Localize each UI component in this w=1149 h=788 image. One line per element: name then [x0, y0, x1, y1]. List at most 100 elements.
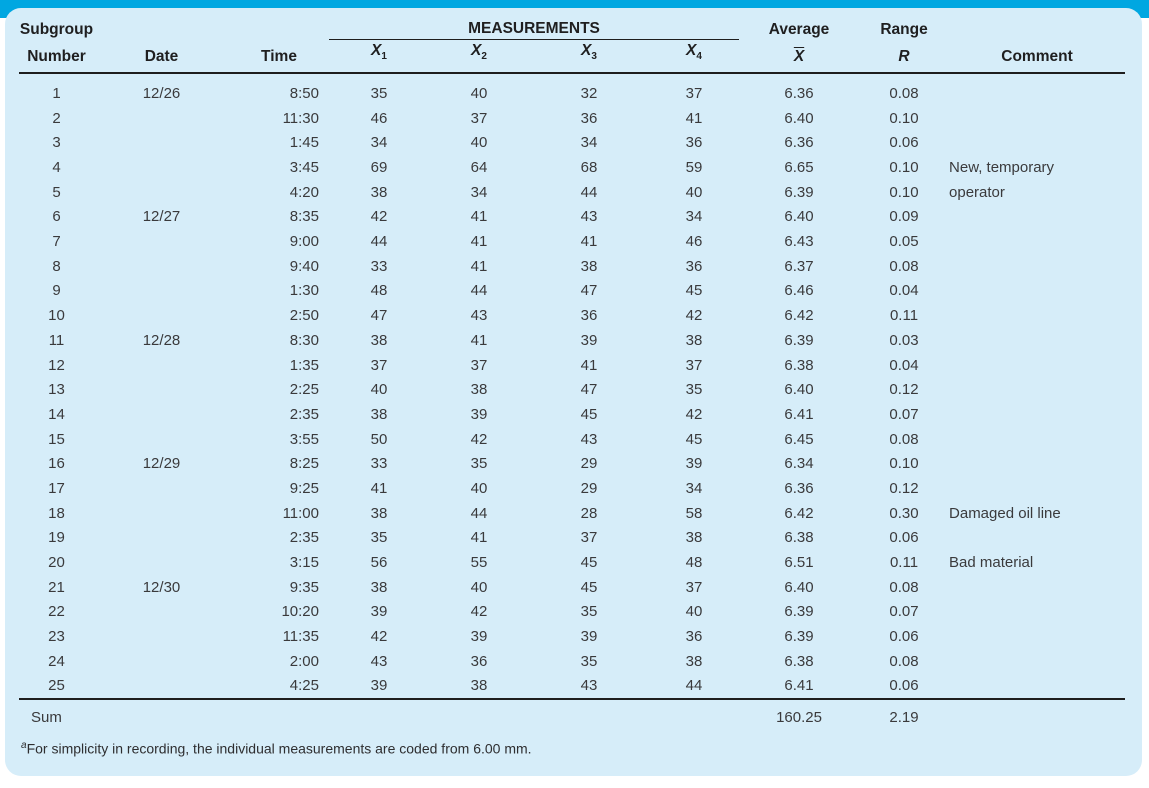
header-comment: Comment — [949, 39, 1126, 75]
cell-average: 6.36 — [784, 134, 814, 152]
cell-subgroup-number: 4 — [52, 159, 61, 176]
cell-x3: 36 — [580, 109, 598, 127]
cell-x4: 36 — [685, 134, 703, 152]
cell-time: 3:15 — [289, 554, 319, 571]
cell-x3: 34 — [580, 134, 598, 152]
table-row: 13 2:25 40 38 47 35 6.40 0.12 — [19, 377, 1125, 402]
cell-x2: 41 — [470, 331, 488, 349]
cell-subgroup-number: 22 — [48, 603, 65, 621]
cell-subgroup-number: 1 — [52, 84, 61, 102]
cell-range: 0.06 — [889, 529, 919, 547]
cell-range: 0.08 — [889, 430, 919, 448]
cell-range: 0.08 — [889, 257, 919, 275]
cell-x4: 34 — [685, 208, 703, 226]
cell-subgroup-number: 20 — [48, 554, 65, 571]
cell-x4: 45 — [685, 430, 703, 448]
cell-date: 12/28 — [142, 331, 181, 349]
cell-x4: 38 — [685, 331, 703, 349]
table-row: 9 1:30 48 44 47 45 6.46 0.04 — [19, 279, 1125, 304]
cell-comment — [949, 353, 1125, 378]
cell-range: 0.08 — [889, 652, 919, 670]
cell-x2: 44 — [470, 504, 488, 522]
cell-x3: 39 — [580, 628, 598, 646]
cell-x4: 44 — [685, 677, 703, 695]
cell-x2: 39 — [470, 628, 488, 646]
cell-average: 6.39 — [784, 183, 814, 201]
cell-time: 8:35 — [289, 208, 319, 226]
cell-x4: 41 — [685, 109, 703, 127]
table-row: 22 10:20 39 42 35 40 6.39 0.07 — [19, 600, 1125, 625]
cell-date — [94, 674, 229, 700]
sum-x1-empty — [329, 698, 429, 735]
header-average: Average — [768, 20, 830, 38]
cell-comment — [949, 402, 1125, 427]
cell-x1: 56 — [370, 554, 388, 571]
cell-date — [94, 254, 229, 279]
cell-x2: 37 — [470, 356, 488, 374]
cell-date — [94, 402, 229, 427]
cell-x1: 33 — [370, 257, 388, 275]
cell-average: 6.39 — [784, 628, 814, 646]
cell-x3: 29 — [580, 479, 598, 497]
cell-x2: 37 — [470, 109, 488, 127]
cell-date — [94, 525, 229, 550]
cell-range: 0.11 — [889, 307, 919, 325]
table-row: 24 2:00 43 36 35 38 6.38 0.08 — [19, 649, 1125, 674]
cell-time: 8:25 — [289, 455, 319, 473]
cell-subgroup-number: 25 — [48, 677, 65, 695]
header-comment-spacer — [949, 18, 1125, 40]
header-xbar: X — [739, 39, 860, 75]
table-row: 15 3:55 50 42 43 45 6.45 0.08 — [19, 427, 1125, 452]
cell-range: 0.08 — [889, 84, 919, 102]
cell-x2: 35 — [470, 455, 488, 473]
cell-date: 12/29 — [142, 455, 181, 473]
cell-time: 2:25 — [289, 381, 319, 399]
cell-x3: 39 — [580, 331, 598, 349]
cell-average: 6.45 — [784, 430, 814, 448]
sum-row: Sum 160.25 2.19 — [19, 698, 1126, 735]
cell-x4: 37 — [685, 84, 703, 102]
cell-x4: 58 — [685, 504, 703, 522]
cell-range: 0.08 — [889, 578, 919, 596]
table-body: 1 12/26 8:50 35 40 32 37 6.36 0.08 2 11:… — [19, 73, 1125, 699]
cell-date: 12/30 — [142, 578, 181, 596]
cell-range: 0.07 — [889, 603, 919, 621]
cell-x1: 39 — [370, 603, 388, 621]
cell-x1: 34 — [370, 134, 388, 152]
cell-time: 2:35 — [289, 405, 319, 423]
cell-comment — [949, 624, 1125, 649]
cell-date — [94, 155, 229, 180]
header-subgroup-line1: Subgroup — [19, 20, 94, 38]
cell-subgroup-number: 23 — [48, 628, 65, 646]
cell-average: 6.40 — [784, 208, 814, 226]
cell-x3: 43 — [580, 430, 598, 448]
cell-comment — [949, 328, 1125, 353]
cell-date — [94, 106, 229, 131]
cell-time: 1:45 — [289, 134, 319, 152]
cell-x2: 39 — [470, 405, 488, 423]
cell-comment — [949, 575, 1125, 600]
cell-subgroup-number: 12 — [48, 356, 65, 374]
cell-time: 9:35 — [289, 578, 319, 596]
cell-range: 0.05 — [889, 233, 919, 251]
cell-average: 6.40 — [784, 109, 814, 127]
cell-date — [94, 279, 229, 304]
table-row: 8 9:40 33 41 38 36 6.37 0.08 — [19, 254, 1125, 279]
cell-x3: 47 — [580, 282, 598, 300]
cell-x1: 38 — [370, 331, 388, 349]
cell-x2: 41 — [470, 257, 488, 275]
cell-time: 9:25 — [289, 479, 319, 497]
cell-x2: 38 — [470, 381, 488, 399]
cell-time: 2:50 — [289, 307, 319, 325]
cell-date — [94, 303, 229, 328]
table-row: 1 12/26 8:50 35 40 32 37 6.36 0.08 — [19, 73, 1125, 106]
cell-average: 6.34 — [784, 455, 814, 473]
cell-subgroup-number: 11 — [48, 331, 65, 349]
cell-comment — [949, 106, 1125, 131]
cell-x3: 45 — [580, 405, 598, 423]
cell-date — [94, 130, 229, 155]
cell-range: 0.12 — [889, 479, 919, 497]
cell-date — [94, 550, 229, 575]
cell-average: 6.40 — [784, 381, 814, 399]
